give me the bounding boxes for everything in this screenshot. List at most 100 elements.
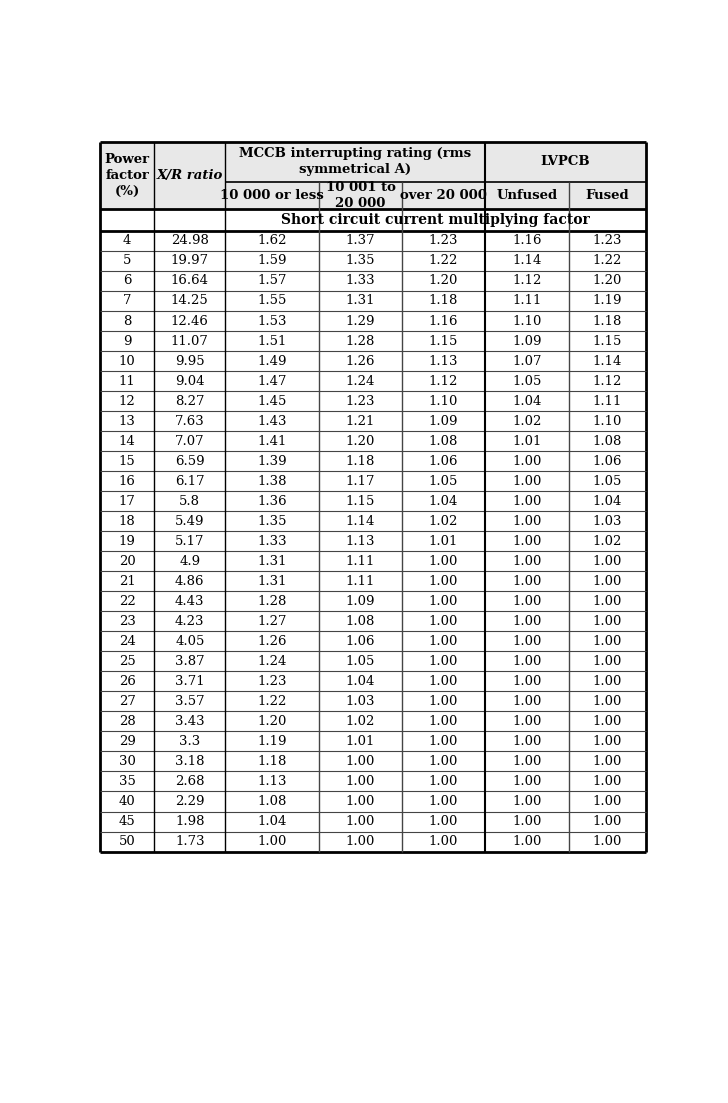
Text: 1.15: 1.15 [346, 494, 375, 507]
Text: 1.45: 1.45 [258, 395, 287, 408]
Text: 1.12: 1.12 [513, 275, 542, 288]
Text: 1.00: 1.00 [593, 775, 622, 788]
Text: 1.00: 1.00 [346, 795, 375, 808]
Text: 1.43: 1.43 [258, 415, 287, 428]
Text: 1.00: 1.00 [513, 655, 542, 667]
Text: 3.87: 3.87 [175, 655, 205, 667]
Text: 1.26: 1.26 [346, 354, 375, 367]
Text: LVPCB: LVPCB [541, 156, 590, 168]
Text: 1.04: 1.04 [346, 675, 375, 688]
Text: 1.05: 1.05 [513, 375, 542, 387]
Text: 1.22: 1.22 [593, 255, 622, 267]
Text: 6.17: 6.17 [175, 474, 205, 488]
Text: 1.38: 1.38 [258, 474, 287, 488]
Text: 1.00: 1.00 [258, 835, 287, 848]
Text: 1.00: 1.00 [593, 595, 622, 608]
Text: 1.36: 1.36 [258, 494, 287, 507]
Text: 1.16: 1.16 [512, 235, 542, 247]
Text: 1.00: 1.00 [429, 835, 458, 848]
Text: 1.03: 1.03 [346, 695, 375, 708]
Text: 1.00: 1.00 [429, 775, 458, 788]
Text: 15: 15 [119, 454, 135, 468]
Text: 50: 50 [119, 835, 135, 848]
Text: 1.17: 1.17 [346, 474, 375, 488]
Text: 1.20: 1.20 [346, 435, 375, 448]
Text: 1.18: 1.18 [593, 314, 622, 328]
Text: 1.02: 1.02 [593, 535, 622, 548]
Text: 1.02: 1.02 [429, 515, 458, 527]
Text: 1.08: 1.08 [593, 435, 622, 448]
Text: 1.09: 1.09 [512, 334, 542, 347]
Text: 1.00: 1.00 [513, 474, 542, 488]
Text: 1.31: 1.31 [258, 575, 287, 588]
Text: 1.00: 1.00 [429, 555, 458, 568]
Text: Fused: Fused [585, 189, 629, 202]
Text: 4.86: 4.86 [175, 575, 205, 588]
Text: 1.00: 1.00 [429, 754, 458, 768]
Text: Unfused: Unfused [496, 189, 558, 202]
Text: 1.00: 1.00 [593, 754, 622, 768]
Text: 1.19: 1.19 [258, 735, 287, 748]
Text: 1.04: 1.04 [513, 395, 542, 408]
Text: 1.11: 1.11 [346, 555, 375, 568]
Text: 1.08: 1.08 [429, 435, 458, 448]
Text: 1.18: 1.18 [346, 454, 375, 468]
Text: 1.00: 1.00 [593, 735, 622, 748]
Text: 1.00: 1.00 [429, 815, 458, 828]
Text: 25: 25 [119, 655, 135, 667]
Text: 1.00: 1.00 [513, 675, 542, 688]
Text: 1.07: 1.07 [512, 354, 542, 367]
Text: 7.07: 7.07 [175, 435, 205, 448]
Text: 1.01: 1.01 [429, 535, 458, 548]
Text: 1.33: 1.33 [346, 275, 376, 288]
Text: 40: 40 [119, 795, 135, 808]
Text: 1.00: 1.00 [513, 535, 542, 548]
Bar [154, 141, 226, 210]
Text: 14.25: 14.25 [171, 295, 209, 308]
Text: 1.00: 1.00 [513, 815, 542, 828]
Text: 3.57: 3.57 [175, 695, 205, 708]
Bar [100, 141, 154, 210]
Text: 1.14: 1.14 [346, 515, 375, 527]
Text: 30: 30 [119, 754, 135, 768]
Text: 3.3: 3.3 [179, 735, 200, 748]
Text: 1.51: 1.51 [258, 334, 287, 347]
Text: 1.28: 1.28 [346, 334, 375, 347]
Text: Power
factor
(%): Power factor (%) [105, 153, 150, 197]
Text: 13: 13 [119, 415, 135, 428]
Text: 1.31: 1.31 [346, 295, 375, 308]
Text: 1.00: 1.00 [593, 675, 622, 688]
Text: 1.00: 1.00 [513, 635, 542, 647]
Text: 1.62: 1.62 [258, 235, 287, 247]
Text: 1.02: 1.02 [513, 415, 542, 428]
Text: 1.98: 1.98 [175, 815, 205, 828]
Text: 1.09: 1.09 [346, 595, 375, 608]
Text: 4.9: 4.9 [179, 555, 200, 568]
Text: 4.23: 4.23 [175, 614, 205, 628]
Text: 1.20: 1.20 [593, 275, 622, 288]
Text: 1.00: 1.00 [593, 815, 622, 828]
Text: 1.39: 1.39 [258, 454, 287, 468]
Text: 5.8: 5.8 [179, 494, 200, 507]
Text: 1.00: 1.00 [513, 775, 542, 788]
Text: 1.11: 1.11 [513, 295, 542, 308]
Text: 1.18: 1.18 [429, 295, 458, 308]
Text: 1.11: 1.11 [593, 395, 622, 408]
Text: 1.00: 1.00 [513, 494, 542, 507]
Text: 1.33: 1.33 [258, 535, 287, 548]
Text: 1.18: 1.18 [258, 754, 287, 768]
Text: 18: 18 [119, 515, 135, 527]
Text: 1.47: 1.47 [258, 375, 287, 387]
Text: 1.05: 1.05 [593, 474, 622, 488]
Text: 12.46: 12.46 [171, 314, 209, 328]
Text: 1.55: 1.55 [258, 295, 287, 308]
Text: 8: 8 [123, 314, 132, 328]
Text: MCCB interrupting rating (rms
symmetrical A): MCCB interrupting rating (rms symmetrica… [240, 147, 471, 176]
Text: 1.15: 1.15 [429, 334, 458, 347]
Text: 6: 6 [123, 275, 132, 288]
Text: 1.00: 1.00 [346, 835, 375, 848]
Text: 7.63: 7.63 [175, 415, 205, 428]
Text: 1.14: 1.14 [593, 354, 622, 367]
Text: 1.06: 1.06 [429, 454, 458, 468]
Text: 9.04: 9.04 [175, 375, 205, 387]
